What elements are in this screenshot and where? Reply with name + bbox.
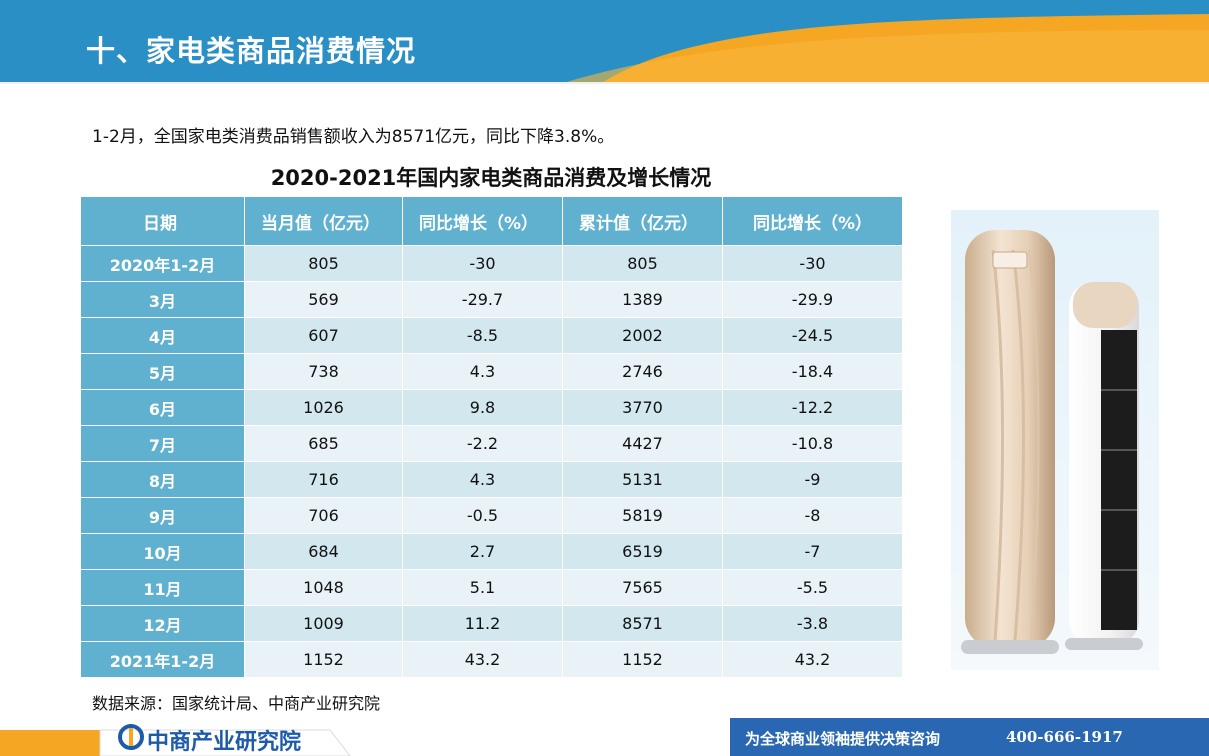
cell-monthly-growth: 4.3 <box>402 461 563 498</box>
cell-cumulative-growth: -29.9 <box>722 281 903 318</box>
cell-monthly-growth: -0.5 <box>402 497 563 534</box>
cell-cumulative-growth: -12.2 <box>722 389 903 426</box>
column-header-cumulative: 累计值（亿元） <box>562 196 723 246</box>
cell-cumulative: 7565 <box>562 569 723 606</box>
table-title: 2020-2021年国内家电类商品消费及增长情况 <box>270 166 712 190</box>
cell-monthly-growth: -30 <box>402 245 563 282</box>
page-title: 十、家电类商品消费情况 <box>86 34 417 68</box>
footer-slogan: 为全球商业领袖提供决策咨询 <box>745 730 941 748</box>
cell-monthly-growth: 43.2 <box>402 641 563 678</box>
cell-monthly: 738 <box>244 353 403 390</box>
cell-cumulative: 8571 <box>562 605 723 642</box>
row-date: 6月 <box>80 389 245 426</box>
cell-cumulative-growth: -24.5 <box>722 317 903 354</box>
table-row: 4月 607 -8.5 2002 -24.5 <box>80 317 903 354</box>
table-row: 3月 569 -29.7 1389 -29.9 <box>80 281 903 318</box>
cell-monthly-growth: 4.3 <box>402 353 563 390</box>
cell-monthly: 1026 <box>244 389 403 426</box>
row-date: 8月 <box>80 461 245 498</box>
cell-cumulative-growth: -18.4 <box>722 353 903 390</box>
row-date: 12月 <box>80 605 245 642</box>
table-row: 2021年1-2月 1152 43.2 1152 43.2 <box>80 641 903 678</box>
footer-phone: 400-666-1917 <box>1006 728 1123 746</box>
company-logo-text: 中商产业研究院 <box>147 730 302 755</box>
data-source: 数据来源：国家统计局、中商产业研究院 <box>92 694 381 713</box>
row-date: 11月 <box>80 569 245 606</box>
table-row: 2020年1-2月 805 -30 805 -30 <box>80 245 903 282</box>
row-date: 7月 <box>80 425 245 462</box>
cell-cumulative: 2746 <box>562 353 723 390</box>
cell-cumulative: 5131 <box>562 461 723 498</box>
summary-text: 1-2月，全国家电类消费品销售额收入为8571亿元，同比下降3.8%。 <box>92 127 615 147</box>
row-date: 2021年1-2月 <box>80 641 245 678</box>
cell-cumulative-growth: -9 <box>722 461 903 498</box>
cell-monthly-growth: 2.7 <box>402 533 563 570</box>
cell-monthly-growth: -2.2 <box>402 425 563 462</box>
cell-monthly: 684 <box>244 533 403 570</box>
cell-cumulative: 1152 <box>562 641 723 678</box>
cell-monthly: 569 <box>244 281 403 318</box>
air-conditioner-image <box>951 210 1159 670</box>
cell-cumulative-growth: 43.2 <box>722 641 903 678</box>
column-header-cumulative-growth: 同比增长（%） <box>722 196 903 246</box>
cell-monthly: 805 <box>244 245 403 282</box>
cell-monthly: 716 <box>244 461 403 498</box>
cell-monthly-growth: 11.2 <box>402 605 563 642</box>
table-row: 10月 684 2.7 6519 -7 <box>80 533 903 570</box>
footer-bar <box>0 718 1209 756</box>
cell-cumulative: 3770 <box>562 389 723 426</box>
header-background <box>0 0 1209 84</box>
row-date: 10月 <box>80 533 245 570</box>
cell-monthly: 1152 <box>244 641 403 678</box>
footer-left-background <box>0 728 351 756</box>
row-date: 3月 <box>80 281 245 318</box>
cell-cumulative: 6519 <box>562 533 723 570</box>
header-banner: 十、家电类商品消费情况 <box>0 0 1209 84</box>
table-row: 9月 706 -0.5 5819 -8 <box>80 497 903 534</box>
cell-monthly: 1009 <box>244 605 403 642</box>
cell-cumulative-growth: -30 <box>722 245 903 282</box>
table-header-row: 日期 当月值（亿元） 同比增长（%） 累计值（亿元） 同比增长（%） <box>80 196 903 246</box>
cell-cumulative-growth: -8 <box>722 497 903 534</box>
cell-monthly-growth: -8.5 <box>402 317 563 354</box>
column-header-date: 日期 <box>80 196 245 246</box>
table-row: 11月 1048 5.1 7565 -5.5 <box>80 569 903 606</box>
consumption-table: 日期 当月值（亿元） 同比增长（%） 累计值（亿元） 同比增长（%） 2020年… <box>80 196 903 678</box>
cell-monthly-growth: 5.1 <box>402 569 563 606</box>
cell-cumulative: 2002 <box>562 317 723 354</box>
table-row: 5月 738 4.3 2746 -18.4 <box>80 353 903 390</box>
column-header-monthly: 当月值（亿元） <box>244 196 403 246</box>
cell-monthly: 607 <box>244 317 403 354</box>
footer-right-band <box>730 718 1209 756</box>
company-logo-icon <box>118 724 144 750</box>
cell-monthly-growth: -29.7 <box>402 281 563 318</box>
cell-monthly: 685 <box>244 425 403 462</box>
cell-cumulative: 1389 <box>562 281 723 318</box>
table-row: 12月 1009 11.2 8571 -3.8 <box>80 605 903 642</box>
column-header-monthly-growth: 同比增长（%） <box>402 196 563 246</box>
row-date: 5月 <box>80 353 245 390</box>
row-date: 4月 <box>80 317 245 354</box>
cell-cumulative-growth: -10.8 <box>722 425 903 462</box>
table-row: 6月 1026 9.8 3770 -12.2 <box>80 389 903 426</box>
cell-monthly: 1048 <box>244 569 403 606</box>
table-row: 8月 716 4.3 5131 -9 <box>80 461 903 498</box>
cell-monthly: 706 <box>244 497 403 534</box>
cell-cumulative: 4427 <box>562 425 723 462</box>
cell-monthly-growth: 9.8 <box>402 389 563 426</box>
cell-cumulative-growth: -5.5 <box>722 569 903 606</box>
cell-cumulative-growth: -3.8 <box>722 605 903 642</box>
row-date: 2020年1-2月 <box>80 245 245 282</box>
row-date: 9月 <box>80 497 245 534</box>
cell-cumulative: 805 <box>562 245 723 282</box>
cell-cumulative: 5819 <box>562 497 723 534</box>
cell-cumulative-growth: -7 <box>722 533 903 570</box>
table-row: 7月 685 -2.2 4427 -10.8 <box>80 425 903 462</box>
